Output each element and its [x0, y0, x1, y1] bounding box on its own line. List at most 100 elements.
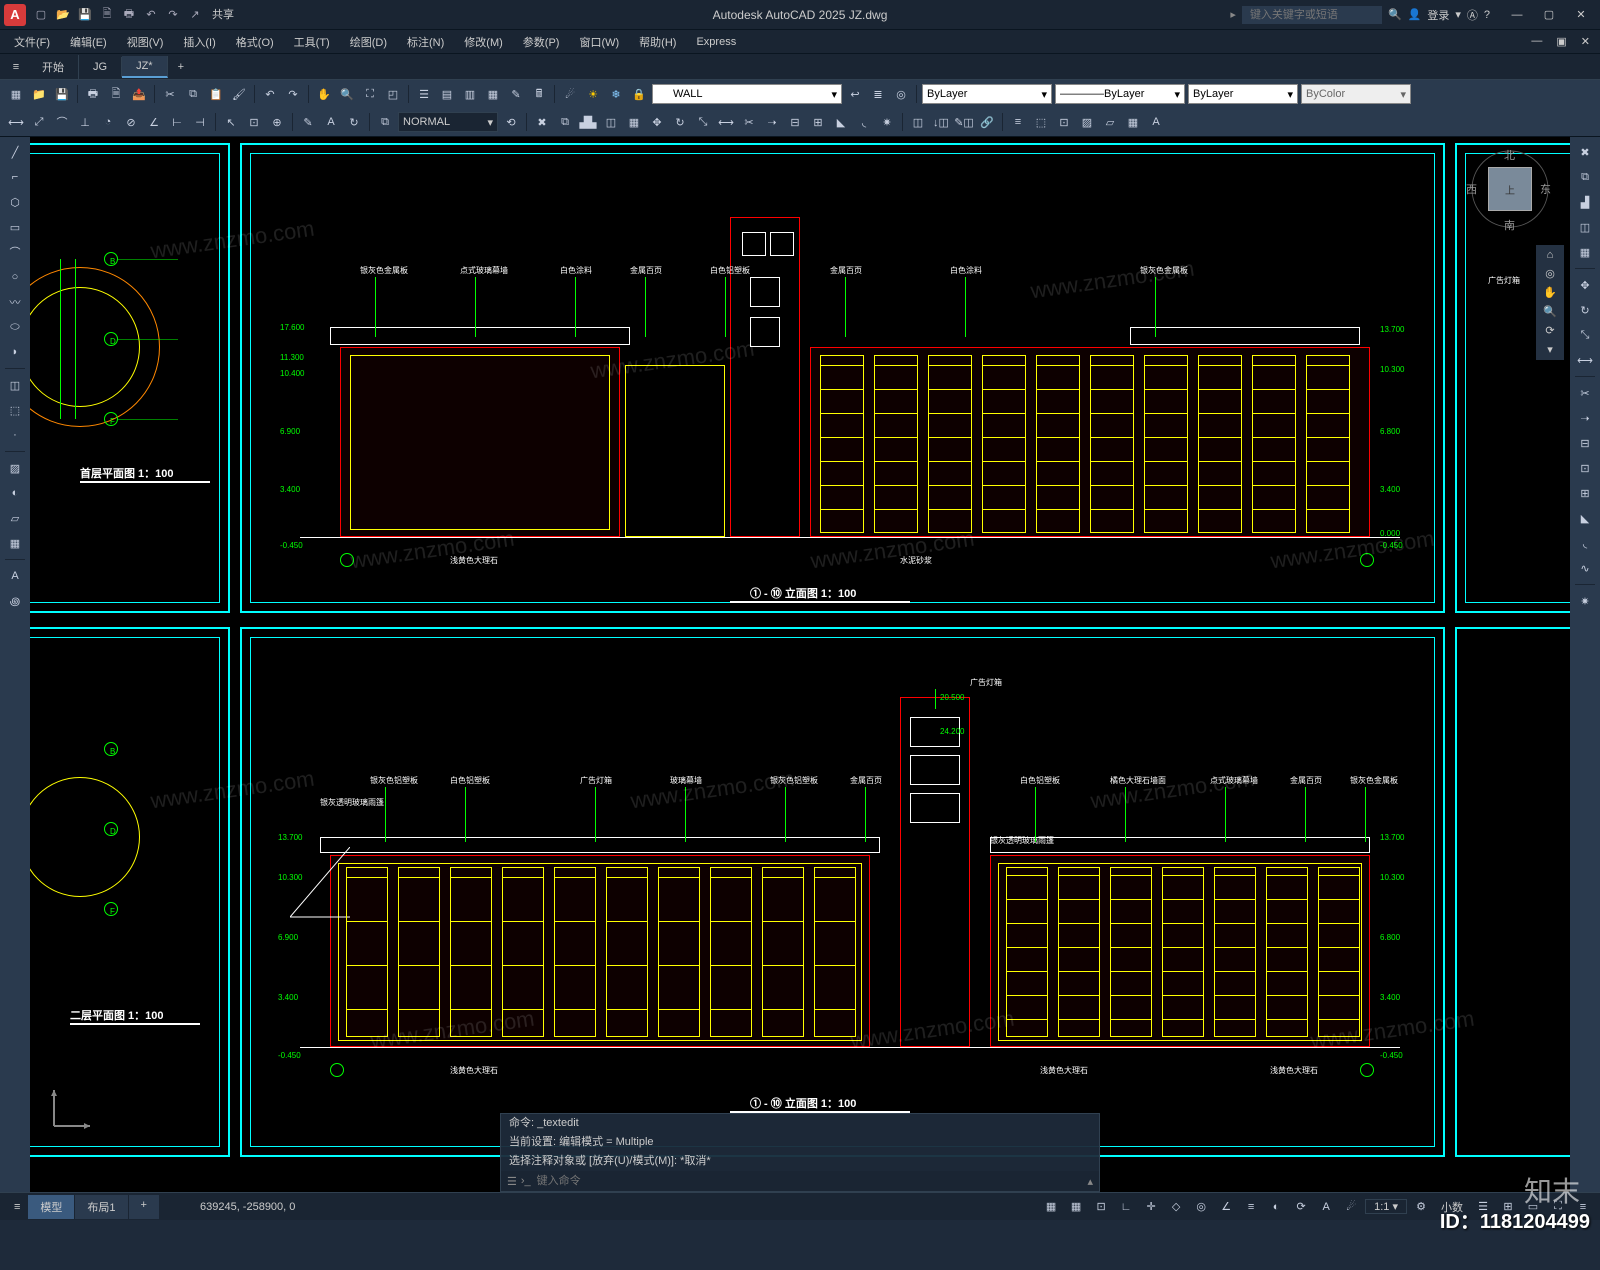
zoom-icon[interactable]: 🔍	[337, 84, 357, 104]
tab-jz[interactable]: JZ*	[122, 56, 168, 78]
array-icon[interactable]: ▦	[1574, 241, 1596, 263]
sheet-set-icon[interactable]: ▦	[483, 84, 503, 104]
menu-draw[interactable]: 绘图(D)	[340, 34, 397, 50]
nav-zoom-icon[interactable]: 🔍	[1543, 305, 1557, 318]
menu-modify[interactable]: 修改(M)	[454, 34, 513, 50]
menu-express[interactable]: Express	[686, 36, 746, 48]
ellipse-tool-icon[interactable]: ⬭	[4, 316, 26, 338]
share-icon[interactable]: ↗	[186, 6, 204, 24]
helix-icon[interactable]: ꩜	[4, 590, 26, 612]
scale-icon[interactable]: ⤡	[1574, 324, 1596, 346]
doc-close-icon[interactable]: ✕	[1575, 35, 1596, 48]
trans-icon[interactable]: ◐	[1265, 1196, 1287, 1218]
hamburger-icon[interactable]: ≡	[4, 61, 28, 73]
new-doc-icon[interactable]: ▦	[6, 84, 26, 104]
maximize-button[interactable]: ▢	[1534, 3, 1564, 27]
search-input[interactable]	[1242, 6, 1382, 24]
dim-ord-icon[interactable]: ⊥	[75, 112, 95, 132]
extend-icon[interactable]: ➝	[1574, 407, 1596, 429]
share-label[interactable]: 共享	[208, 6, 238, 24]
group-icon[interactable]: ⬚	[1031, 112, 1051, 132]
dim-edit-icon[interactable]: ✎	[298, 112, 318, 132]
hatch-tool-icon[interactable]: ▨	[4, 457, 26, 479]
line-tool-icon[interactable]: ╱	[4, 141, 26, 163]
plotstyle-combo[interactable]: ByLayer▾	[1188, 84, 1298, 104]
nav-home-icon[interactable]: ⌂	[1547, 249, 1554, 261]
undo-icon[interactable]: ↶	[142, 6, 160, 24]
drawing-canvas[interactable]: B D F 首层平面图 1：100 B D F 二层平面图 1：100	[30, 137, 1570, 1192]
viewcube-face[interactable]: 上	[1488, 167, 1532, 211]
new-tab-button[interactable]: +	[168, 61, 194, 73]
dim-dia-icon[interactable]: ⊘	[121, 112, 141, 132]
layer-prev-icon[interactable]: ↩	[845, 84, 865, 104]
mod-move-icon[interactable]: ✥	[647, 112, 667, 132]
osnap-icon[interactable]: ◎	[1190, 1196, 1212, 1218]
doc-restore-icon[interactable]: ▣	[1550, 35, 1572, 48]
polygon-tool-icon[interactable]: ⬡	[4, 191, 26, 213]
point-tool-icon[interactable]: ·	[4, 424, 26, 446]
freeze-icon[interactable]: ❄	[606, 84, 626, 104]
dim-arc-icon[interactable]: ⌒	[52, 112, 72, 132]
app-menu-icon[interactable]: Ⓐ	[1467, 7, 1478, 23]
nav-show-icon[interactable]: ▾	[1547, 343, 1553, 356]
nav-wheel-icon[interactable]: ◎	[1545, 267, 1555, 280]
mod-mirror-icon[interactable]: ▟▙	[578, 112, 598, 132]
dim-update-icon[interactable]: ↻	[344, 112, 364, 132]
grid-snap-icon[interactable]: ▦	[1065, 1196, 1087, 1218]
edit-attr-icon[interactable]: ✎◫	[954, 112, 974, 132]
menu-dimension[interactable]: 标注(N)	[397, 34, 454, 50]
anno-scale-icon[interactable]: A	[1315, 1196, 1337, 1218]
plot-icon[interactable]: 🖶	[120, 6, 138, 24]
layer-mgr-icon[interactable]: ☄	[560, 84, 580, 104]
props-icon[interactable]: ☰	[414, 84, 434, 104]
rotate-icon[interactable]: ↻	[1574, 299, 1596, 321]
units-combo[interactable]: 1:1 ▾	[1365, 1199, 1407, 1214]
mod-stretch-icon[interactable]: ⟷	[716, 112, 736, 132]
mod-copy-icon[interactable]: ⧉	[555, 112, 575, 132]
xref-icon[interactable]: 🔗	[977, 112, 997, 132]
insert-icon[interactable]: ↓◫	[931, 112, 951, 132]
save-doc-icon[interactable]: 💾	[52, 84, 72, 104]
ortho-icon[interactable]: ∟	[1115, 1196, 1137, 1218]
login-label[interactable]: 登录	[1427, 7, 1449, 23]
offset-icon[interactable]: ◫	[1574, 216, 1596, 238]
menu-parametric[interactable]: 参数(P)	[513, 34, 570, 50]
layer-state-icon[interactable]: ≣	[868, 84, 888, 104]
tool-palette-icon[interactable]: ▥	[460, 84, 480, 104]
mod-extend-icon[interactable]: ➝	[762, 112, 782, 132]
mod-join-icon[interactable]: ⊞	[808, 112, 828, 132]
design-center-icon[interactable]: ▤	[437, 84, 457, 104]
zoom-win-icon[interactable]: ◰	[383, 84, 403, 104]
mod-erase-icon[interactable]: ✖	[532, 112, 552, 132]
menu-file[interactable]: 文件(F)	[4, 34, 60, 50]
region-icon[interactable]: ▱	[1100, 112, 1120, 132]
make-block-icon[interactable]: ⬚	[4, 399, 26, 421]
center-icon[interactable]: ⊕	[267, 112, 287, 132]
menu-tools[interactable]: 工具(T)	[284, 34, 340, 50]
region-tool-icon[interactable]: ▱	[4, 507, 26, 529]
mod-chamfer-icon[interactable]: ◣	[831, 112, 851, 132]
help-icon[interactable]: ?	[1484, 9, 1490, 21]
menu-insert[interactable]: 插入(I)	[173, 34, 225, 50]
menu-format[interactable]: 格式(O)	[226, 34, 284, 50]
match-icon[interactable]: 🖌	[229, 84, 249, 104]
explode-icon[interactable]: ✷	[1574, 590, 1596, 612]
redo2-icon[interactable]: ↷	[283, 84, 303, 104]
save-icon[interactable]: 💾	[76, 6, 94, 24]
mod-offset-icon[interactable]: ◫	[601, 112, 621, 132]
cmd-up-icon[interactable]: ▴	[1087, 1175, 1093, 1188]
open-doc-icon[interactable]: 📁	[29, 84, 49, 104]
polar-icon[interactable]: ✛	[1140, 1196, 1162, 1218]
mod-explode-icon[interactable]: ✷	[877, 112, 897, 132]
menu-window[interactable]: 窗口(W)	[569, 34, 629, 50]
dim-base-icon[interactable]: ⊢	[167, 112, 187, 132]
undo2-icon[interactable]: ↶	[260, 84, 280, 104]
minimize-button[interactable]: —	[1502, 3, 1532, 27]
paste-icon[interactable]: 📋	[206, 84, 226, 104]
calc-icon[interactable]: 🖩	[529, 84, 549, 104]
tolerance-icon[interactable]: ⊡	[244, 112, 264, 132]
app-logo[interactable]: A	[4, 4, 26, 26]
draw-order-icon[interactable]: ≡	[1008, 112, 1028, 132]
saveas-icon[interactable]: 🗎	[98, 6, 116, 24]
erase-icon[interactable]: ✖	[1574, 141, 1596, 163]
